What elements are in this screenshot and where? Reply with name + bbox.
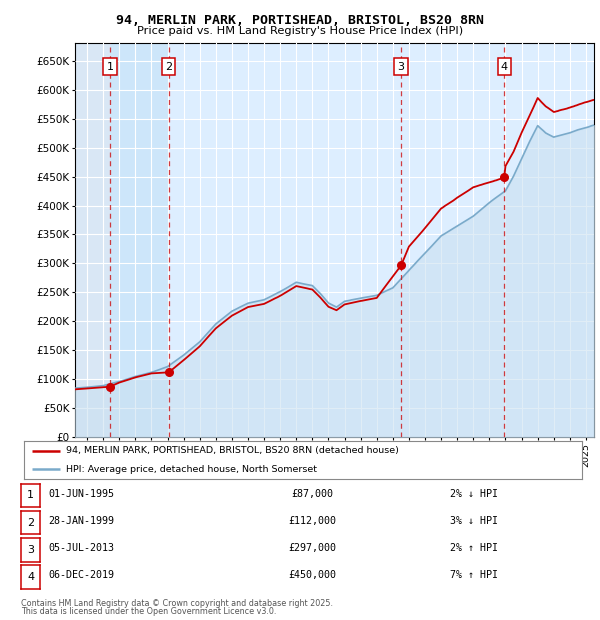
Bar bbox=[110, 43, 169, 437]
Text: 4: 4 bbox=[501, 61, 508, 71]
Bar bbox=[75, 43, 110, 437]
Text: 7% ↑ HPI: 7% ↑ HPI bbox=[450, 570, 498, 580]
Text: 3: 3 bbox=[27, 545, 34, 555]
Text: Price paid vs. HM Land Registry's House Price Index (HPI): Price paid vs. HM Land Registry's House … bbox=[137, 26, 463, 36]
Text: 2: 2 bbox=[27, 518, 34, 528]
Text: £112,000: £112,000 bbox=[288, 516, 336, 526]
Text: HPI: Average price, detached house, North Somerset: HPI: Average price, detached house, Nort… bbox=[66, 465, 317, 474]
Text: 2: 2 bbox=[165, 61, 172, 71]
Text: 94, MERLIN PARK, PORTISHEAD, BRISTOL, BS20 8RN (detached house): 94, MERLIN PARK, PORTISHEAD, BRISTOL, BS… bbox=[66, 446, 399, 455]
Text: 3: 3 bbox=[398, 61, 404, 71]
Text: 3% ↓ HPI: 3% ↓ HPI bbox=[450, 516, 498, 526]
Text: 4: 4 bbox=[27, 572, 34, 582]
Bar bbox=[75, 43, 110, 437]
Text: Contains HM Land Registry data © Crown copyright and database right 2025.: Contains HM Land Registry data © Crown c… bbox=[21, 598, 333, 608]
Text: 2% ↑ HPI: 2% ↑ HPI bbox=[450, 543, 498, 553]
Text: 1: 1 bbox=[106, 61, 113, 71]
Text: 2% ↓ HPI: 2% ↓ HPI bbox=[450, 489, 498, 498]
Text: 05-JUL-2013: 05-JUL-2013 bbox=[48, 543, 114, 553]
Text: 94, MERLIN PARK, PORTISHEAD, BRISTOL, BS20 8RN: 94, MERLIN PARK, PORTISHEAD, BRISTOL, BS… bbox=[116, 14, 484, 27]
Text: 06-DEC-2019: 06-DEC-2019 bbox=[48, 570, 114, 580]
Text: £87,000: £87,000 bbox=[291, 489, 333, 498]
Text: 28-JAN-1999: 28-JAN-1999 bbox=[48, 516, 114, 526]
Text: £450,000: £450,000 bbox=[288, 570, 336, 580]
Text: 1: 1 bbox=[27, 490, 34, 500]
Text: This data is licensed under the Open Government Licence v3.0.: This data is licensed under the Open Gov… bbox=[21, 607, 277, 616]
Text: £297,000: £297,000 bbox=[288, 543, 336, 553]
Text: 01-JUN-1995: 01-JUN-1995 bbox=[48, 489, 114, 498]
